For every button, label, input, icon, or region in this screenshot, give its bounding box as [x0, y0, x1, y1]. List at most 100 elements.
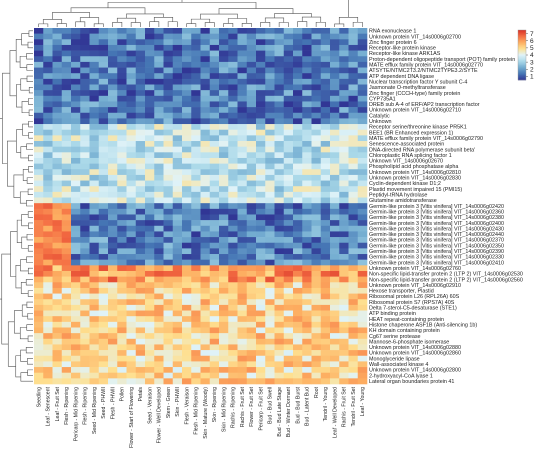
heatmap-cell — [302, 157, 312, 164]
heatmap-cell — [228, 186, 238, 193]
dendrogram-branch — [28, 222, 33, 229]
heatmap-cell — [108, 107, 118, 114]
heatmap-cell — [89, 56, 100, 63]
heatmap-cell — [311, 152, 322, 159]
heatmap-cell — [34, 299, 44, 306]
heatmap-cell — [117, 231, 127, 238]
heatmap-cell — [135, 276, 146, 283]
heatmap-cell — [200, 39, 211, 46]
heatmap-cell — [80, 174, 90, 181]
heatmap-cell — [302, 146, 312, 153]
heatmap-cell — [145, 220, 155, 227]
heatmap-cell — [117, 214, 127, 221]
heatmap-cell — [52, 259, 63, 266]
heatmap-cell — [274, 242, 285, 249]
heatmap-cell — [311, 107, 322, 114]
heatmap-cell — [320, 225, 331, 232]
heatmap-cell — [154, 361, 164, 368]
heatmap-cell — [339, 248, 349, 255]
heatmap-cell — [274, 321, 285, 328]
heatmap-cell — [182, 225, 192, 232]
heatmap-cell — [80, 129, 90, 136]
heatmap-cell — [357, 73, 368, 80]
heatmap-cell — [274, 270, 285, 277]
heatmap-cell — [43, 338, 53, 345]
heatmap-cell — [61, 101, 72, 108]
heatmap-cell — [274, 316, 285, 323]
heatmap-cell — [339, 84, 349, 91]
heatmap-cell — [228, 197, 238, 204]
heatmap-cell — [71, 282, 81, 289]
heatmap-cell — [209, 208, 220, 215]
heatmap-cell — [357, 56, 368, 63]
heatmap-cell — [163, 333, 174, 340]
heatmap-cell — [126, 180, 137, 187]
heatmap-cell — [200, 174, 211, 181]
dendrogram-branch — [13, 174, 24, 198]
heatmap-cell — [163, 152, 174, 159]
heatmap-cell — [172, 44, 183, 51]
heatmap-cell — [34, 338, 44, 345]
heatmap-cell — [320, 186, 331, 193]
heatmap-cell — [182, 350, 192, 357]
heatmap-cell — [191, 44, 201, 51]
heatmap-cell — [71, 208, 81, 215]
heatmap-cell — [71, 214, 81, 221]
heatmap-cell — [89, 254, 100, 260]
heatmap-cell — [320, 73, 331, 80]
heatmap-cell — [228, 372, 238, 379]
heatmap-cell — [172, 33, 183, 40]
heatmap-cell — [71, 191, 81, 198]
heatmap-cell — [108, 259, 118, 266]
dendrogram-branch — [278, 22, 289, 27]
heatmap-cell — [357, 321, 368, 328]
heatmap-cell — [191, 310, 201, 317]
heatmap-cell — [154, 237, 164, 244]
heatmap-cell — [274, 112, 285, 119]
heatmap-cell — [61, 350, 72, 357]
heatmap-cell — [330, 95, 340, 102]
heatmap-cell — [145, 141, 155, 147]
heatmap-cell — [117, 378, 127, 385]
heatmap-cell — [43, 180, 53, 187]
heatmap-cell — [145, 146, 155, 153]
heatmap-cell — [283, 78, 294, 85]
heatmap-cell — [117, 50, 127, 57]
heatmap-cell — [80, 163, 90, 170]
heatmap-cell — [348, 333, 359, 340]
heatmap-cell — [348, 265, 359, 272]
heatmap-cell — [135, 197, 146, 204]
heatmap-cell — [61, 254, 72, 260]
row-label: Germin-like protein 3 [Vitis vinifera] V… — [369, 238, 504, 244]
heatmap-cell — [246, 304, 257, 311]
heatmap-cell — [182, 316, 192, 323]
heatmap-cell — [71, 203, 81, 210]
heatmap-cell — [98, 146, 109, 153]
heatmap-cell — [265, 95, 275, 102]
heatmap-cell — [108, 39, 118, 46]
heatmap-cell — [283, 293, 294, 300]
heatmap-cell — [154, 191, 164, 198]
heatmap-cell — [302, 174, 312, 181]
heatmap-cell — [163, 197, 174, 204]
heatmap-cell — [163, 78, 174, 85]
heatmap-cell — [339, 327, 349, 334]
dendrogram-branch — [19, 55, 27, 68]
heatmap-cell — [311, 361, 322, 368]
heatmap-cell — [89, 237, 100, 244]
heatmap-cell — [154, 350, 164, 357]
heatmap-cell — [135, 84, 146, 91]
heatmap-cell — [163, 378, 174, 385]
heatmap-cell — [117, 180, 127, 187]
heatmap-cell — [339, 174, 349, 181]
heatmap-cell — [237, 333, 248, 340]
heatmap-cell — [209, 186, 220, 193]
heatmap-cell — [34, 304, 44, 311]
heatmap-cell — [311, 321, 322, 328]
dendrogram-branch — [28, 87, 33, 94]
heatmap-cell — [339, 146, 349, 153]
heatmap-cell — [357, 28, 368, 34]
heatmap-cell — [320, 254, 331, 260]
heatmap-cell — [191, 33, 201, 40]
heatmap-cell — [302, 270, 312, 277]
